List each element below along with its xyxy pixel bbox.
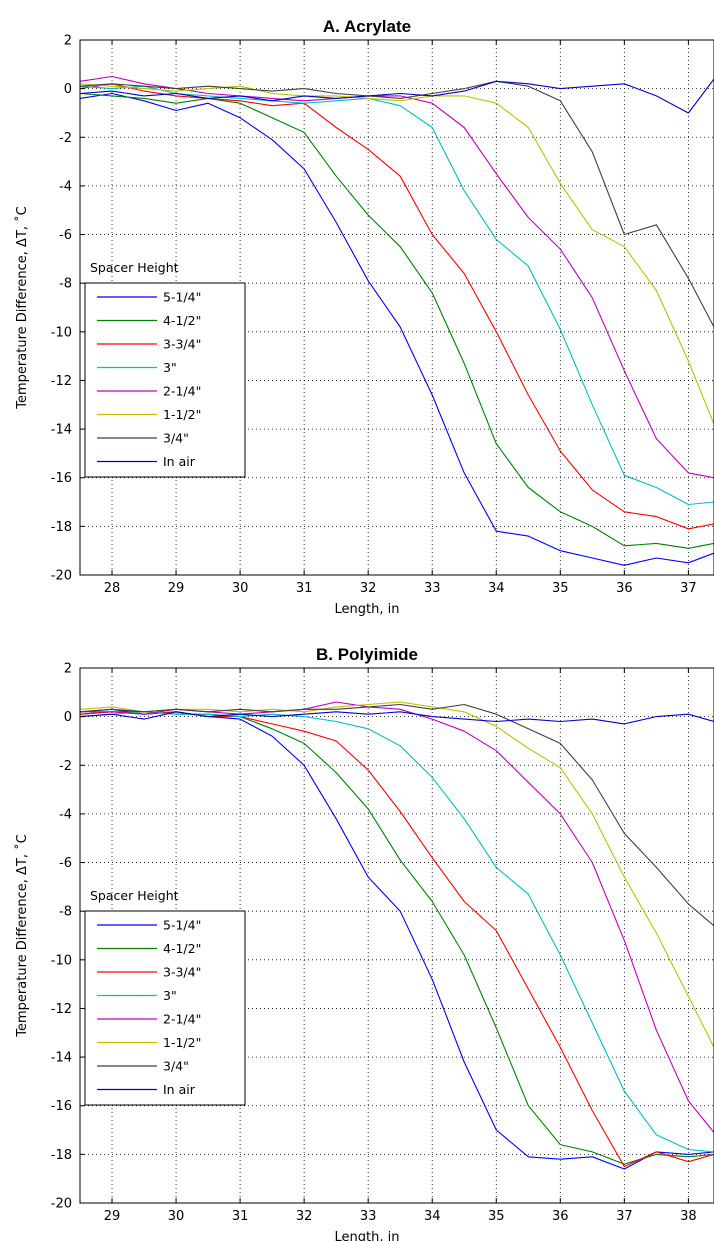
legend-label-4: 3"	[163, 360, 177, 375]
y-tick-label: -16	[51, 471, 72, 486]
legend-label-3: 3-3/4"	[163, 337, 201, 352]
axis-ticks: 28 29 30 31 32 33 34 35 36 37 2 0 -2 -4 -6 -8 -10 -12 -14 -…	[51, 34, 697, 597]
y-tick-label: 0	[64, 710, 72, 725]
axis-ticks: 29 30 31 32 33 34 35 36 37 38 2 0 -2 -4 -6 -8 -10 -12 -14 -…	[51, 662, 697, 1225]
series-line-7	[80, 80, 714, 328]
y-tick-label: -2	[59, 759, 72, 774]
legend-label-2: 4-1/2"	[163, 313, 201, 328]
series-line-6	[80, 701, 714, 1048]
legend-label-8: In air	[163, 1082, 196, 1097]
legend-label-6: 1-1/2"	[163, 1035, 201, 1050]
series-line-7	[80, 703, 714, 927]
y-tick-label: 2	[64, 662, 72, 677]
legend-label-8: In air	[163, 454, 196, 469]
x-tick-label: 28	[104, 581, 121, 596]
y-tick-label: -20	[51, 1197, 72, 1212]
x-tick-label: 30	[168, 1209, 185, 1224]
legend-title: Spacer Height	[90, 260, 179, 275]
x-tick-label: 29	[168, 581, 185, 596]
y-tick-label: 0	[64, 82, 72, 97]
legend-label-6: 1-1/2"	[163, 407, 201, 422]
legend-label-5: 2-1/4"	[163, 384, 201, 399]
x-tick-label: 36	[552, 1209, 569, 1224]
legend: 5-1/4" 4-1/2" 3-3/4" 3" 2-1/4" 1-1/2" 3/4" In a…	[84, 282, 246, 478]
x-tick-label: 33	[360, 1209, 377, 1224]
legend-label-1: 5-1/4"	[163, 290, 201, 305]
legend: 5-1/4" 4-1/2" 3-3/4" 3" 2-1/4" 1-1/2" 3/4" In a…	[84, 910, 246, 1106]
x-tick-label: 34	[424, 1209, 441, 1224]
chart-title: B. Polyimide	[316, 645, 418, 664]
x-tick-label: 33	[424, 581, 441, 596]
x-tick-label: 37	[680, 581, 697, 596]
legend-label-7: 3/4"	[163, 431, 189, 446]
series-line-6	[80, 83, 714, 425]
y-tick-label: -20	[51, 569, 72, 584]
y-tick-label: -4	[59, 179, 72, 194]
legend-box	[84, 910, 246, 1106]
x-tick-label: 31	[296, 581, 313, 596]
y-tick-label: -18	[51, 520, 72, 535]
y-tick-label: -2	[59, 131, 72, 146]
y-tick-label: 2	[64, 34, 72, 49]
legend-label-3: 3-3/4"	[163, 965, 201, 980]
chart-title: A. Acrylate	[323, 17, 411, 36]
x-tick-label: 38	[680, 1209, 697, 1224]
y-tick-label: -12	[51, 374, 72, 389]
x-tick-label: 37	[616, 1209, 633, 1224]
y-tick-label: -6	[59, 856, 72, 871]
series-line-8	[80, 78, 714, 114]
x-tick-label: 32	[296, 1209, 313, 1224]
series-line-4	[80, 711, 714, 1153]
y-axis-label: Temperature Difference, ΔT, ˚C	[14, 206, 30, 409]
series-line-2	[80, 92, 714, 549]
y-tick-label: -6	[59, 228, 72, 243]
legend-label-1: 5-1/4"	[163, 918, 201, 933]
legend-label-5: 2-1/4"	[163, 1012, 201, 1027]
x-tick-label: 29	[104, 1209, 121, 1224]
series-line-4	[80, 85, 714, 506]
legend-label-7: 3/4"	[163, 1059, 189, 1074]
y-tick-label: -18	[51, 1148, 72, 1163]
plot-frame	[79, 39, 714, 576]
y-tick-label: -8	[59, 905, 72, 920]
chart-panel-2: B. Polyimide 29 30 31 32 33 34 35 36 37 38 2 0 -2 -4 -6…	[14, 645, 714, 1241]
series-group	[80, 75, 714, 566]
legend-label-2: 4-1/2"	[163, 941, 201, 956]
series-line-1	[80, 92, 714, 566]
y-tick-label: -14	[51, 423, 72, 438]
series-group	[80, 701, 714, 1170]
x-tick-label: 31	[232, 1209, 249, 1224]
series-line-8	[80, 711, 714, 725]
y-tick-label: -14	[51, 1051, 72, 1066]
chart-panel-1: A. Acrylate 28 29 30 31 32 33 34 35 36 37 2 0 -2 -4 -6 -…	[14, 17, 714, 617]
legend-box	[84, 282, 246, 478]
y-axis-label: Temperature Difference, ΔT, ˚C	[14, 834, 30, 1037]
x-tick-label: 30	[232, 581, 249, 596]
y-tick-label: -16	[51, 1099, 72, 1114]
grid-lines	[80, 39, 714, 576]
y-tick-label: -10	[51, 953, 72, 968]
y-tick-label: -8	[59, 277, 72, 292]
y-tick-label: -10	[51, 325, 72, 340]
legend-title: Spacer Height	[90, 888, 179, 903]
x-axis-label: Length, in	[335, 1230, 400, 1241]
legend-label-4: 3"	[163, 988, 177, 1003]
x-tick-label: 35	[552, 581, 569, 596]
y-tick-label: -4	[59, 807, 72, 822]
y-tick-label: -12	[51, 1002, 72, 1017]
x-tick-label: 36	[616, 581, 633, 596]
x-tick-label: 34	[488, 581, 505, 596]
x-tick-label: 35	[488, 1209, 505, 1224]
plot-frame	[79, 667, 714, 1204]
series-line-3	[80, 83, 714, 530]
x-axis-label: Length, in	[335, 602, 400, 617]
x-tick-label: 32	[360, 581, 377, 596]
